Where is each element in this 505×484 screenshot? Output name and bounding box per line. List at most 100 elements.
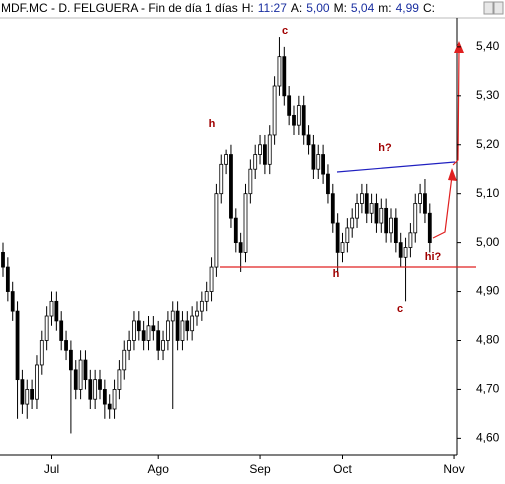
x-tick-label: Oct [333,462,352,476]
field-label: C: [423,1,435,15]
candle-body [384,207,389,234]
candle-body [379,207,384,224]
symbol-title: MDF.MC - D. FELGUERA - Fin de día 1 días [1,1,238,15]
candle-body [282,56,287,97]
candle-body [73,369,78,390]
candle-body [102,389,107,405]
candle-body [214,193,219,268]
y-tick-label: 5,00 [476,235,500,249]
candle-body [393,217,398,244]
annotation: h? [378,142,392,154]
candle-body [238,242,243,253]
y-tick-label: 5,20 [476,137,500,151]
candle-body [5,266,10,292]
candle-body [243,193,248,253]
candle-body [272,85,277,136]
candle-body [296,105,301,126]
candle-body [180,320,185,341]
x-tick-label: Nov [443,462,464,476]
y-tick-label: 4,60 [476,431,500,445]
candle-body [219,163,224,195]
candle-body [359,193,364,204]
candle-body [369,203,374,214]
annotation: c [397,303,403,315]
candle-body [403,247,408,258]
candle-body [10,291,15,312]
x-tick-label: Ago [148,462,170,476]
candle-body [122,349,127,371]
candle-body [127,340,131,351]
candle-body [25,389,30,405]
trend-line [336,161,456,173]
candle-body [44,315,49,341]
candle-body [112,389,117,410]
field-label: A: [291,1,302,15]
candle-body [306,134,311,146]
candle-body [15,310,20,381]
field-label: M: [334,1,347,15]
candle-body [209,266,214,292]
candle-body [427,212,432,244]
candle-body [345,227,350,244]
candle-body [136,320,141,332]
x-tick-label: Jul [44,462,59,476]
annotation: c [282,25,288,37]
candle-body [398,242,403,258]
arrowhead [448,168,457,181]
candle-body [389,217,393,234]
candle-body [132,320,136,341]
candle-body [69,349,73,371]
y-tick-label: 4,80 [476,333,500,347]
candle-body [374,203,379,224]
candle-body [258,144,262,155]
candle-body [30,389,35,400]
candle-body [233,217,238,244]
candle-body [117,369,122,390]
candle-body [156,330,161,351]
candle-body [248,168,253,195]
candle-body [161,340,165,351]
candle-body [316,154,321,170]
candle-body [175,310,180,341]
candle-body [423,193,427,214]
scroll-button[interactable] [483,1,494,15]
candle-body [185,320,190,332]
candle-body [107,403,112,410]
plot [1,37,432,434]
candle-body [311,144,316,170]
candle-body [292,114,296,126]
candle-body [170,310,175,322]
annotation: h [209,118,216,130]
x-tick-label: Sep [249,462,271,476]
candle-body [64,340,68,351]
field-label: m: [378,1,391,15]
candle-body [93,379,98,400]
candle-body [88,379,93,400]
field-value: 5,04 [351,1,375,15]
candle-body [165,320,170,341]
annotation: hi? [425,251,442,263]
candle-body [330,193,335,224]
field-value: 5,00 [306,1,330,15]
candle-body [190,315,195,332]
candle-body [141,330,146,341]
candle-body [195,310,199,317]
candle-body [59,320,64,341]
candle-body [253,154,258,170]
y-tick-label: 4,90 [476,284,500,298]
candle-body [277,56,282,87]
candle-body [199,300,204,312]
candle-body [262,144,267,165]
arrow [452,49,460,166]
y-tick-label: 5,30 [476,88,500,102]
y-tick-label: 5,40 [476,39,500,53]
scroll-button[interactable] [493,1,504,15]
candle-body [1,252,5,268]
y-tick-label: 5,10 [476,186,500,200]
candle-body [418,193,423,204]
candle-body [301,105,306,136]
candle-body [20,379,25,405]
annotation: h [333,268,340,280]
